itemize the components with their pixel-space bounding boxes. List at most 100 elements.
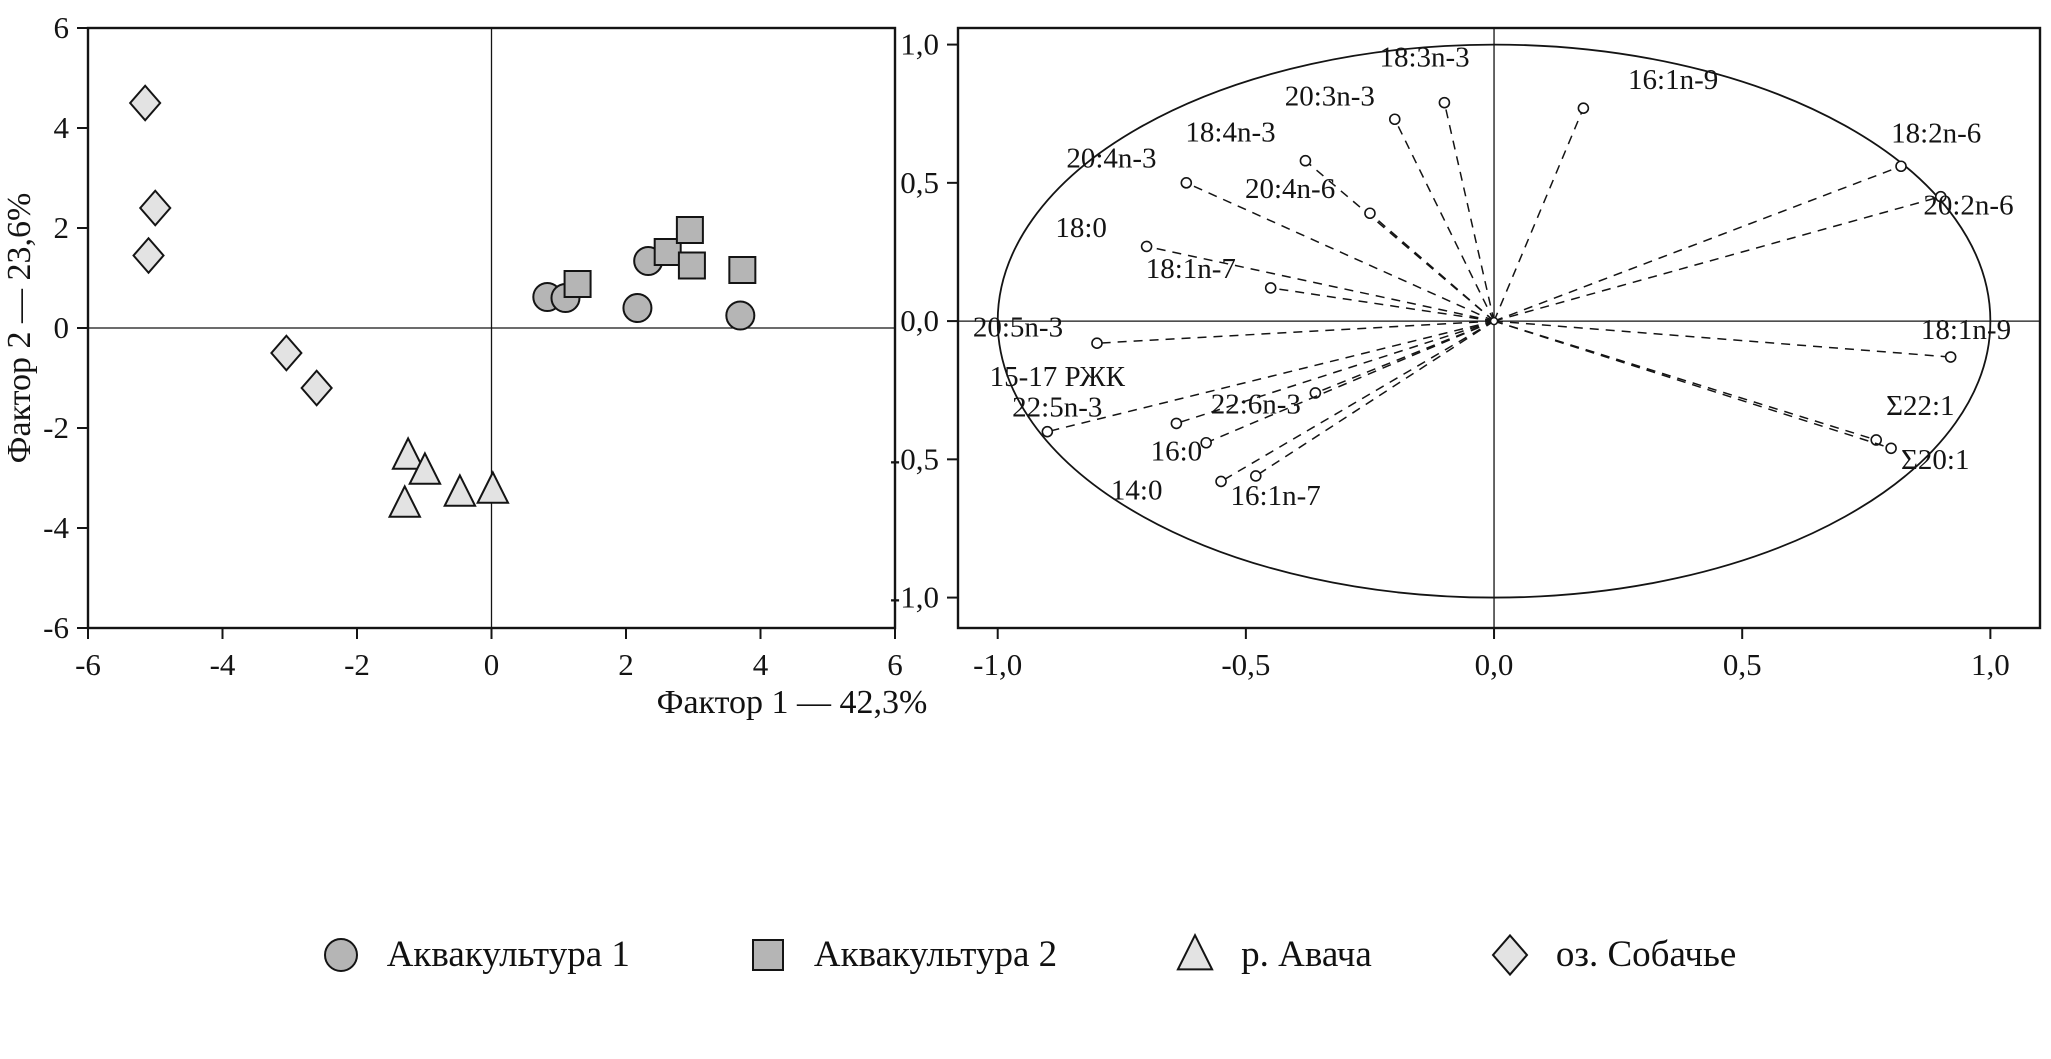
- data-point-circle: [725, 300, 756, 331]
- y-tick-label: 6: [54, 10, 70, 45]
- loading-vector: [1443, 102, 1495, 322]
- data-point-diamond: [300, 369, 333, 407]
- square-marker-icon: [751, 939, 784, 971]
- loading-vector: [1394, 118, 1495, 322]
- loading-point: [1870, 434, 1883, 446]
- loading-point: [1180, 177, 1193, 189]
- y-tick-label: 0,5: [900, 165, 939, 200]
- y-tick-label: 0: [54, 310, 70, 345]
- loading-label: 15-17 РЖК: [990, 361, 1126, 393]
- loading-vector: [1493, 107, 1585, 322]
- x-tick-label: 0,0: [1475, 647, 1514, 682]
- y-axis-title: Фактор 2 — 23,6%: [1, 193, 38, 464]
- loading-label: 20:5n-3: [973, 311, 1063, 343]
- loading-vector: [1220, 320, 1495, 483]
- legend-item-3: р. Авача: [1169, 930, 1372, 978]
- y-tick-label: -2: [43, 410, 69, 445]
- loading-label: 16:0: [1151, 436, 1203, 468]
- legend-item-4: оз. Собачье: [1484, 930, 1736, 978]
- data-point-triangle: [443, 473, 477, 507]
- loading-vector: [1047, 320, 1495, 433]
- loading-point: [1934, 190, 1947, 203]
- data-point-diamond: [132, 236, 165, 275]
- loading-label: 14:0: [1111, 474, 1163, 506]
- loading-point: [1895, 160, 1907, 173]
- loading-vector: [1205, 320, 1495, 444]
- data-point-triangle: [391, 436, 425, 470]
- y-tick-label: -1,0: [890, 580, 939, 615]
- loading-label: Σ20:1: [1901, 444, 1969, 476]
- plot-frame: [956, 26, 2042, 630]
- x-tick-label: 6: [887, 647, 903, 682]
- loading-label: 18:3n-3: [1379, 42, 1469, 74]
- loading-vector: [1315, 320, 1495, 394]
- x-tick-label: -4: [210, 647, 236, 682]
- legend-item-1: Аквакультура 1: [315, 930, 630, 978]
- loadings-plot-panel: -1,0 -0,5 0,0 0,5 1,0 -1,0 -0,5 0,0 0,5 1,0 18:3n-…: [890, 26, 2042, 682]
- loading-point: [1438, 96, 1451, 109]
- loading-label: 22:6n-3: [1211, 389, 1301, 421]
- data-point-diamond: [270, 334, 303, 372]
- triangle-marker: [1176, 932, 1214, 971]
- legend-item-label: Аквакультура 1: [386, 933, 630, 975]
- loading-point: [1309, 387, 1322, 399]
- loading-label: 20:4n-3: [1066, 143, 1156, 175]
- loading-point: [1215, 475, 1227, 488]
- y-tick-label: 0,0: [900, 303, 939, 338]
- loading-vector: [1176, 320, 1495, 425]
- x-tick-label: 4: [753, 647, 769, 682]
- loading-vector: [1270, 287, 1495, 322]
- loading-label: 18:1n-7: [1146, 253, 1236, 285]
- loading-point: [1299, 154, 1312, 167]
- data-point-triangle: [387, 484, 422, 518]
- data-point-triangle: [476, 470, 510, 504]
- loading-vector: [1186, 182, 1495, 322]
- loading-point: [1364, 207, 1376, 220]
- x-axis-title: Фактор 1 — 42,3%: [656, 684, 928, 721]
- loading-label: 16:1n-7: [1231, 480, 1321, 512]
- circle-marker-icon: [323, 938, 358, 972]
- loading-vector: [1369, 212, 1495, 322]
- diamond-marker-icon: [1491, 933, 1529, 977]
- data-point-diamond: [128, 84, 162, 122]
- loading-label: 18:0: [1055, 212, 1107, 244]
- loading-label: 18:1n-9: [1921, 314, 2011, 346]
- loading-point: [1140, 240, 1153, 253]
- scores-plot-panel: Фактор 2 — 23,6% -6 -4 -2 0 2 4 6 -6 -4 -2 0 2 4 6: [1, 10, 903, 682]
- x-tick-label: -6: [75, 647, 101, 682]
- legend-item-2: Аквакультура 2: [742, 930, 1057, 978]
- loading-point: [1249, 470, 1262, 482]
- x-tick-label: -2: [344, 647, 370, 682]
- data-point-circle: [622, 293, 653, 323]
- loading-vector: [1493, 195, 1941, 322]
- data-point-diamond: [138, 189, 172, 227]
- y-tick-label: 4: [54, 110, 70, 145]
- loading-label: 16:1n-9: [1628, 64, 1718, 96]
- loading-label: 18:4n-3: [1185, 116, 1275, 148]
- loading-label: 22:5n-3: [1012, 391, 1102, 423]
- unit-circle: [996, 43, 1992, 599]
- loading-label: 20:4n-6: [1245, 173, 1335, 205]
- x-tick-label: 2: [618, 647, 634, 682]
- loading-label: Σ22:1: [1886, 390, 1954, 422]
- data-point-triangle: [408, 451, 442, 485]
- x-tick-label: -0,5: [1221, 647, 1270, 682]
- triangle-marker-icon: [1176, 932, 1214, 971]
- y-tick-label: -0,5: [890, 441, 939, 476]
- y-tick-label: -4: [43, 510, 69, 545]
- loading-vector: [1493, 320, 1877, 441]
- loading-point: [1041, 425, 1054, 438]
- loading-vector: [1096, 320, 1495, 344]
- loading-point: [1170, 417, 1183, 430]
- data-point-square: [677, 251, 706, 280]
- legend-item-label: р. Авача: [1241, 933, 1372, 975]
- data-point-square: [563, 270, 592, 298]
- x-tick-label: 1,0: [1971, 647, 2010, 682]
- loading-vector: [1493, 320, 1892, 449]
- loading-vector: [1146, 245, 1495, 322]
- x-tick-label: -1,0: [973, 647, 1022, 682]
- x-tick-label: 0: [484, 647, 500, 682]
- data-point-square: [675, 216, 704, 244]
- square-marker: [751, 939, 784, 971]
